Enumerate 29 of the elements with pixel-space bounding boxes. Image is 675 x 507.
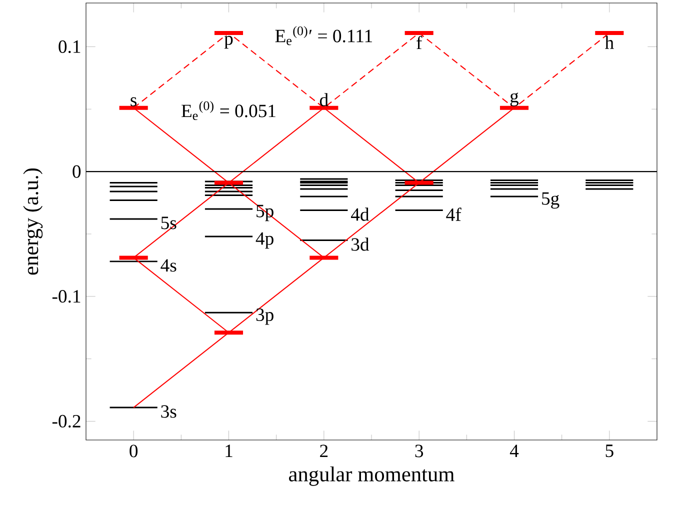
x-tick-label: 4 [510,444,519,457]
annotation: 5g [542,192,560,209]
y-tick-label: 0.1 [58,40,80,54]
y-axis-title: energy (a.u.) [23,168,43,275]
annotation: p [224,36,233,49]
annotation: h [604,36,614,49]
x-axis-title: angular momentum [289,466,454,486]
y-tick-label: 0 [72,165,81,178]
annotation: E$_{e}$$^{(0)}$′ = 0.111 [275,26,372,46]
annotation: d [320,93,328,106]
annotation: s [130,97,137,106]
annotation: 4s [160,259,176,272]
annotation: 3d [352,238,370,251]
annotation: 4f [446,208,462,221]
x-tick-label: 0 [130,444,138,458]
y-tick-label: -0.1 [52,290,80,303]
annotation: 3p [256,308,274,325]
annotation: f [416,36,422,50]
annotation: 5s [161,216,176,230]
annotation: g [510,92,519,106]
annotation: 3s [161,405,176,418]
y-tick-label: -0.2 [52,414,80,428]
x-tick-label: 2 [320,444,328,458]
annotation: 4d [350,208,370,221]
annotation: 4p [256,232,274,249]
x-tick-label: 5 [606,444,614,458]
annotation: E$_{e}$$^{(0)}$ = 0.051 [181,101,276,120]
x-tick-label: 1 [226,444,232,458]
x-tick-label: 3 [415,444,424,458]
